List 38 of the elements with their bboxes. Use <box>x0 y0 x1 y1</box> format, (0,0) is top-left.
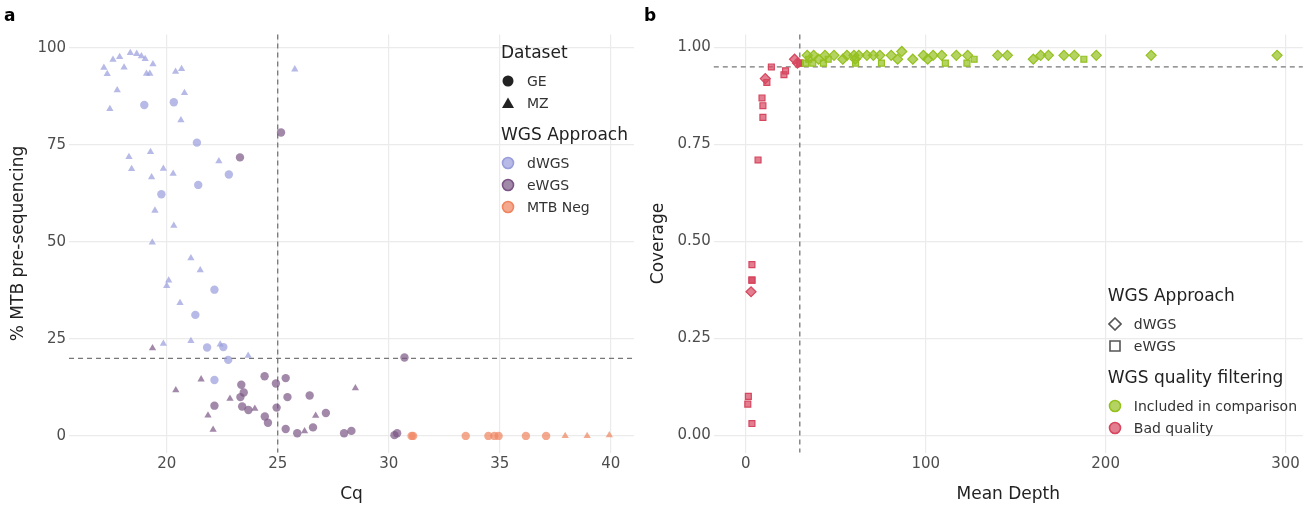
x-tick-label: 300 <box>1271 454 1300 473</box>
x-tick-label: 25 <box>268 454 288 473</box>
y-tick-label: 100 <box>37 37 67 56</box>
annotation: MZ <box>527 95 549 112</box>
y-axis-title: % MTB pre-sequencing <box>6 145 27 342</box>
legend-label: Included in comparison <box>1133 397 1298 414</box>
annotation: dWGS <box>1133 315 1177 332</box>
y-tick-label: 0 <box>56 425 67 444</box>
chart-title: a <box>4 4 16 25</box>
x-tick-label: 20 <box>157 454 177 473</box>
y-tick-label: 75 <box>46 134 67 153</box>
x-tick-label: 35 <box>490 454 510 473</box>
y-tick-label: 25 <box>46 328 67 347</box>
y-tick-label: 0.50 <box>677 231 711 250</box>
annotation: GE <box>527 73 547 90</box>
x-axis-title: Cq <box>340 483 363 504</box>
y-tick-label: 1.00 <box>677 37 711 56</box>
legend-label: dWGS <box>527 155 570 172</box>
x-tick-label: 40 <box>601 454 621 473</box>
x-tick-label: 30 <box>379 454 399 473</box>
y-tick-label: 50 <box>46 231 67 250</box>
text: WGS Approach <box>1107 284 1235 305</box>
y-tick-label: 0.25 <box>677 328 711 347</box>
x-tick-label: 200 <box>1091 454 1120 473</box>
annotation: eWGS <box>1133 337 1176 354</box>
x-tick-label: 0 <box>741 454 751 473</box>
legend-label: eWGS <box>527 177 570 194</box>
legend-label: MTB Neg <box>527 199 590 216</box>
text: WGS quality filtering <box>1107 366 1284 387</box>
text: WGS Approach <box>501 124 628 145</box>
legend-label: Bad quality <box>1133 419 1214 436</box>
text: Dataset <box>501 42 568 63</box>
y-tick-label: 0.75 <box>677 134 711 153</box>
x-tick-label: 100 <box>911 454 941 473</box>
x-axis-title: Mean Depth <box>956 483 1061 504</box>
y-axis-title: Coverage <box>646 202 667 285</box>
chart-title: b <box>644 4 657 25</box>
y-tick-label: 0.00 <box>677 425 711 444</box>
